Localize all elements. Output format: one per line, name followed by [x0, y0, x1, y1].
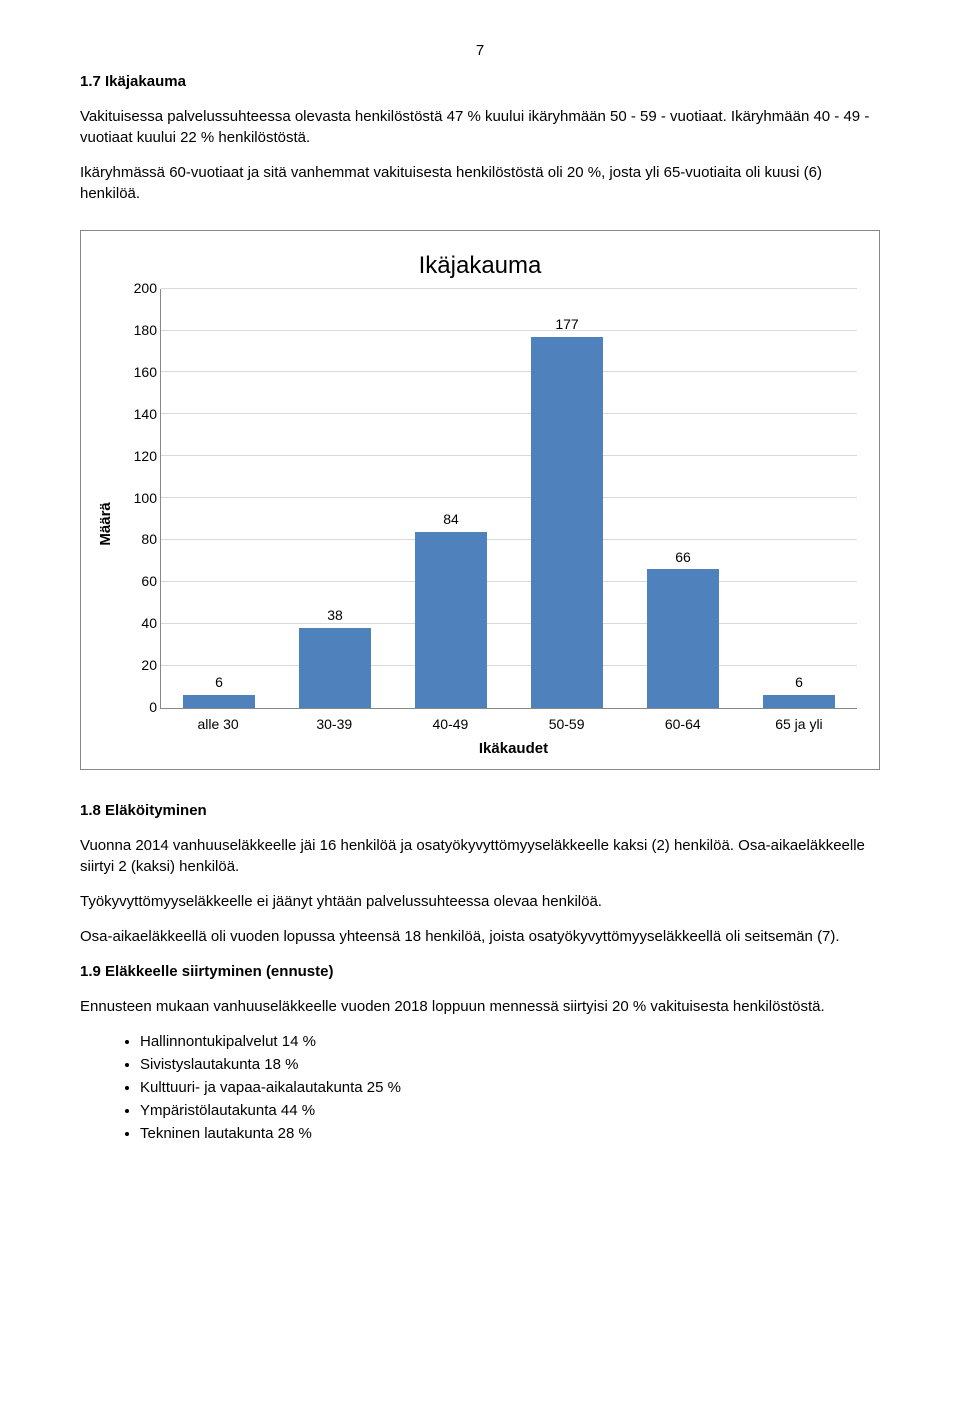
y-tick-label: 100	[119, 488, 157, 508]
page-number: 7	[80, 40, 880, 61]
section-1-8-title: 1.8 Eläköityminen	[80, 800, 880, 821]
x-tick-label: 40-49	[392, 715, 508, 735]
bar-slot: 66	[625, 289, 741, 708]
section-1-7-para-2: Ikäryhmässä 60-vuotiaat ja sitä vanhemma…	[80, 162, 880, 204]
x-axis-title: Ikäkaudet	[160, 738, 867, 759]
bar-value-label: 66	[675, 548, 691, 568]
list-item: Tekninen lautakunta 28 %	[140, 1123, 880, 1144]
section-1-8-para-2: Työkyvyttömyyseläkkeelle ei jäänyt yhtää…	[80, 891, 880, 912]
y-tick-label: 80	[119, 530, 157, 550]
bar-value-label: 84	[443, 510, 459, 530]
bar	[647, 569, 719, 707]
y-tick-label: 0	[119, 698, 157, 718]
section-1-8-para-3: Osa-aikaeläkkeellä oli vuoden lopussa yh…	[80, 926, 880, 947]
y-tick-label: 120	[119, 446, 157, 466]
bar	[531, 337, 603, 708]
section-1-8-para-1: Vuonna 2014 vanhuuseläkkeelle jäi 16 hen…	[80, 835, 880, 877]
y-tick-label: 40	[119, 614, 157, 634]
list-item: Hallinnontukipalvelut 14 %	[140, 1031, 880, 1052]
list-item: Kulttuuri- ja vapaa-aikalautakunta 25 %	[140, 1077, 880, 1098]
x-tick-label: 30-39	[276, 715, 392, 735]
list-item: Ympäristölautakunta 44 %	[140, 1100, 880, 1121]
x-axis-labels: alle 3030-3940-4950-5960-6465 ja yli	[160, 715, 857, 735]
bar	[299, 628, 371, 708]
bar	[415, 532, 487, 708]
bar	[763, 695, 835, 708]
y-tick-label: 200	[119, 279, 157, 299]
chart-plot-area: 02040608010012014016018020063884177666	[160, 289, 857, 709]
section-1-9-bullet-list: Hallinnontukipalvelut 14 %Sivistyslautak…	[140, 1031, 880, 1144]
bar-value-label: 6	[795, 673, 803, 693]
bar-value-label: 38	[327, 606, 343, 626]
section-1-7-title: 1.7 Ikäjakauma	[80, 71, 880, 92]
section-1-7-para-1: Vakituisessa palvelussuhteessa olevasta …	[80, 106, 880, 148]
x-tick-label: alle 30	[160, 715, 276, 735]
bar-value-label: 177	[555, 315, 578, 335]
bar-slot: 6	[741, 289, 857, 708]
bar	[183, 695, 255, 708]
y-tick-label: 160	[119, 363, 157, 383]
bar-slot: 6	[161, 289, 277, 708]
y-tick-label: 180	[119, 321, 157, 341]
y-tick-label: 20	[119, 656, 157, 676]
chart-title: Ikäjakauma	[93, 249, 867, 283]
y-tick-label: 60	[119, 572, 157, 592]
x-tick-label: 60-64	[625, 715, 741, 735]
bar-slot: 177	[509, 289, 625, 708]
bar-slot: 84	[393, 289, 509, 708]
section-1-9-para-1: Ennusteen mukaan vanhuuseläkkeelle vuode…	[80, 996, 880, 1017]
section-1-9-title: 1.9 Eläkkeelle siirtyminen (ennuste)	[80, 961, 880, 982]
x-tick-label: 65 ja yli	[741, 715, 857, 735]
bar-slot: 38	[277, 289, 393, 708]
y-axis-label: Määrä	[93, 289, 118, 760]
y-tick-label: 140	[119, 405, 157, 425]
age-distribution-chart: Ikäjakauma Määrä 0 20 40 60 80 100 120 140 160 18…	[80, 230, 880, 770]
bar-value-label: 6	[215, 673, 223, 693]
list-item: Sivistyslautakunta 18 %	[140, 1054, 880, 1075]
chart-bars: 63884177666	[161, 289, 857, 708]
x-tick-label: 50-59	[509, 715, 625, 735]
